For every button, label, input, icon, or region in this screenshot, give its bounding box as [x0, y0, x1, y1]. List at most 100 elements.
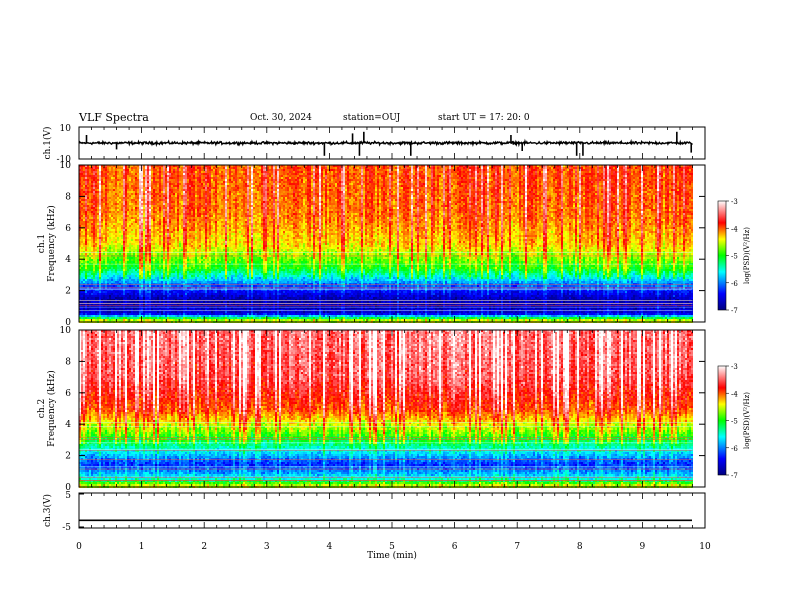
spectrogram-cell	[233, 169, 235, 171]
spectrogram-cell	[273, 169, 275, 171]
spectrogram-cell	[405, 167, 407, 169]
spectrogram-cell	[107, 167, 109, 169]
spectrogram-cell	[367, 169, 369, 171]
spectrogram-cell	[377, 167, 379, 169]
spectrogram-cell	[421, 167, 423, 169]
spectrogram-cell	[425, 169, 427, 171]
spectrogram-cell	[409, 167, 411, 169]
spectrogram-cell	[531, 169, 533, 171]
spectrogram-cell	[209, 169, 211, 171]
spectrogram-cell	[145, 167, 147, 169]
spectrogram-cell	[185, 167, 187, 169]
spectrogram-cell	[353, 169, 355, 171]
spectrogram-cell	[587, 169, 589, 171]
spectrogram-cell	[417, 169, 419, 171]
spectrogram-cell	[661, 167, 663, 169]
spectrogram-cell	[371, 167, 373, 169]
spectrogram-cell	[357, 167, 359, 169]
spectrogram-cell	[359, 167, 361, 169]
spectrogram-cell	[125, 167, 127, 169]
spectrogram-cell	[415, 169, 417, 171]
spectrogram-cell	[211, 169, 213, 171]
spectrogram-cell	[169, 169, 171, 171]
spectrogram-cell	[687, 167, 689, 169]
spectrogram-cell	[491, 169, 493, 171]
spectrogram-cell	[233, 167, 235, 169]
spectrogram-cell	[357, 169, 359, 171]
spectrogram-cell	[555, 169, 557, 171]
spectrogram-cell	[331, 169, 333, 171]
spectrogram-cell	[321, 169, 323, 171]
spectrogram-cell	[199, 169, 201, 171]
spectrogram-cell	[147, 169, 149, 171]
spectrogram-cell	[105, 167, 107, 169]
spectrogram-cell	[283, 167, 285, 169]
spectrogram-cell	[563, 167, 565, 169]
spectrogram-cell	[93, 169, 95, 171]
spectrogram-cell	[299, 167, 301, 169]
spectrogram-cell	[121, 169, 123, 171]
spectrogram-cell	[263, 169, 265, 171]
spectrogram-cell	[525, 169, 527, 171]
spectrogram-cell	[507, 167, 509, 169]
spectrogram-cell	[259, 169, 261, 171]
spectrogram-cell	[189, 169, 191, 171]
spectrogram-cell	[429, 169, 431, 171]
spectrogram-cell	[217, 169, 219, 171]
spectrogram-cell	[615, 167, 617, 169]
spectrogram-cell	[559, 169, 561, 171]
spectrogram-cell	[269, 169, 271, 171]
spectrogram-cell	[535, 167, 537, 169]
spectrogram-cell	[281, 169, 283, 171]
spectrogram-cell	[431, 167, 433, 169]
spectrogram-cell	[101, 169, 103, 171]
spectrogram-cell	[99, 167, 101, 169]
spectrogram-cell	[339, 169, 341, 171]
spectrogram-cell	[633, 167, 635, 169]
spectrogram-cell	[501, 167, 503, 169]
spectrogram-cell	[361, 169, 363, 171]
spectrogram-cell	[343, 167, 345, 169]
spectrogram-cell	[143, 169, 145, 171]
spectrogram-cell	[295, 167, 297, 169]
spectrogram-cell	[503, 169, 505, 171]
spectrogram-cell	[425, 167, 427, 169]
spectrogram-cell	[259, 167, 261, 169]
spectrogram-cell	[177, 167, 179, 169]
spectrogram-cell	[207, 169, 209, 171]
spectrogram-cell	[509, 167, 511, 169]
spectrogram-cell	[195, 169, 197, 171]
spectrogram-cell	[339, 167, 341, 169]
spectrogram-cell	[359, 169, 361, 171]
spectrogram-cell	[571, 167, 573, 169]
spectrogram-cell	[447, 169, 449, 171]
spectrogram-cell	[603, 169, 605, 171]
spectrogram-cell	[481, 169, 483, 171]
spectrogram-cell	[441, 169, 443, 171]
spectrogram-cell	[219, 167, 221, 169]
spectrogram-cell	[109, 167, 111, 169]
spectrogram-cell	[347, 167, 349, 169]
spectrogram-cell	[613, 167, 615, 169]
spectrogram-cell	[599, 167, 601, 169]
spectrogram-cell	[123, 169, 125, 171]
spectrogram-cell	[583, 167, 585, 169]
spectrogram-cell	[349, 169, 351, 171]
spectrogram-cell	[327, 167, 329, 169]
spectrogram-cell	[555, 167, 557, 169]
spectrogram-cell	[227, 167, 229, 169]
spectrogram-cell	[283, 169, 285, 171]
spectrogram-cell	[509, 169, 511, 171]
spectrogram-cell	[355, 167, 357, 169]
spectrogram-cell	[191, 169, 193, 171]
spectrogram-cell	[577, 169, 579, 171]
spectrogram-cell	[295, 169, 297, 171]
spectrogram-cell	[373, 167, 375, 169]
spectrogram-cell	[597, 167, 599, 169]
spectrogram-cell	[239, 169, 241, 171]
spectrogram-cell	[499, 167, 501, 169]
spectrogram-cell	[389, 169, 391, 171]
spectrogram-cell	[157, 169, 159, 171]
spectrogram-cell	[551, 169, 553, 171]
spectrogram-cell	[543, 167, 545, 169]
